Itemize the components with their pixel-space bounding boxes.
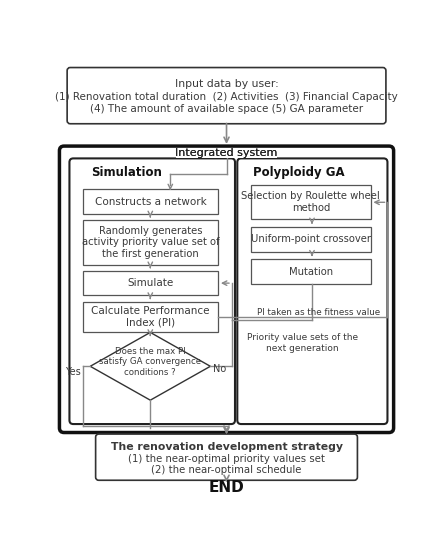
Bar <box>83 220 218 265</box>
FancyBboxPatch shape <box>67 68 386 124</box>
Text: Polyploidy GA: Polyploidy GA <box>253 166 344 179</box>
FancyBboxPatch shape <box>95 434 358 480</box>
Text: Simulate: Simulate <box>128 278 174 288</box>
Text: PI taken as the fitness value: PI taken as the fitness value <box>257 308 380 317</box>
Text: Selection by Roulette wheel
method: Selection by Roulette wheel method <box>241 191 380 213</box>
Text: Calculate Performance
Index (PI): Calculate Performance Index (PI) <box>91 306 210 328</box>
FancyBboxPatch shape <box>59 146 394 432</box>
Bar <box>83 301 218 332</box>
Bar <box>251 185 370 219</box>
FancyBboxPatch shape <box>237 158 388 424</box>
Text: (4) The amount of available space (5) GA parameter: (4) The amount of available space (5) GA… <box>90 104 363 114</box>
Bar <box>83 189 218 214</box>
Bar <box>176 147 277 158</box>
Text: Constructs a network: Constructs a network <box>95 196 206 206</box>
FancyBboxPatch shape <box>69 158 235 424</box>
Text: Randomly generates
activity priority value set of
the first generation: Randomly generates activity priority val… <box>82 226 220 259</box>
Text: Input data by user:: Input data by user: <box>175 80 278 90</box>
Bar <box>83 271 218 295</box>
Text: Integrated system: Integrated system <box>175 148 278 158</box>
Text: Simulation: Simulation <box>91 166 162 179</box>
Polygon shape <box>90 332 210 400</box>
Text: Yes: Yes <box>65 367 81 377</box>
Text: END: END <box>209 481 244 496</box>
Text: Mutation: Mutation <box>289 267 333 277</box>
Text: (1) the near-optimal priority values set: (1) the near-optimal priority values set <box>128 454 325 464</box>
Text: Priority value sets of the
next generation: Priority value sets of the next generati… <box>247 333 358 353</box>
Text: No: No <box>213 365 227 375</box>
Text: Uniform-point crossover: Uniform-point crossover <box>251 234 371 244</box>
Text: The renovation development strategy: The renovation development strategy <box>110 442 343 452</box>
Bar <box>251 259 370 284</box>
Text: (1) Renovation total duration  (2) Activities  (3) Financial Capacity: (1) Renovation total duration (2) Activi… <box>55 92 398 102</box>
Text: Integrated system: Integrated system <box>175 148 278 158</box>
Text: Does the max PI
satisfy GA convergence
conditions ?: Does the max PI satisfy GA convergence c… <box>99 347 202 377</box>
Text: (2) the near-optimal schedule: (2) the near-optimal schedule <box>151 465 302 475</box>
Bar <box>251 227 370 251</box>
